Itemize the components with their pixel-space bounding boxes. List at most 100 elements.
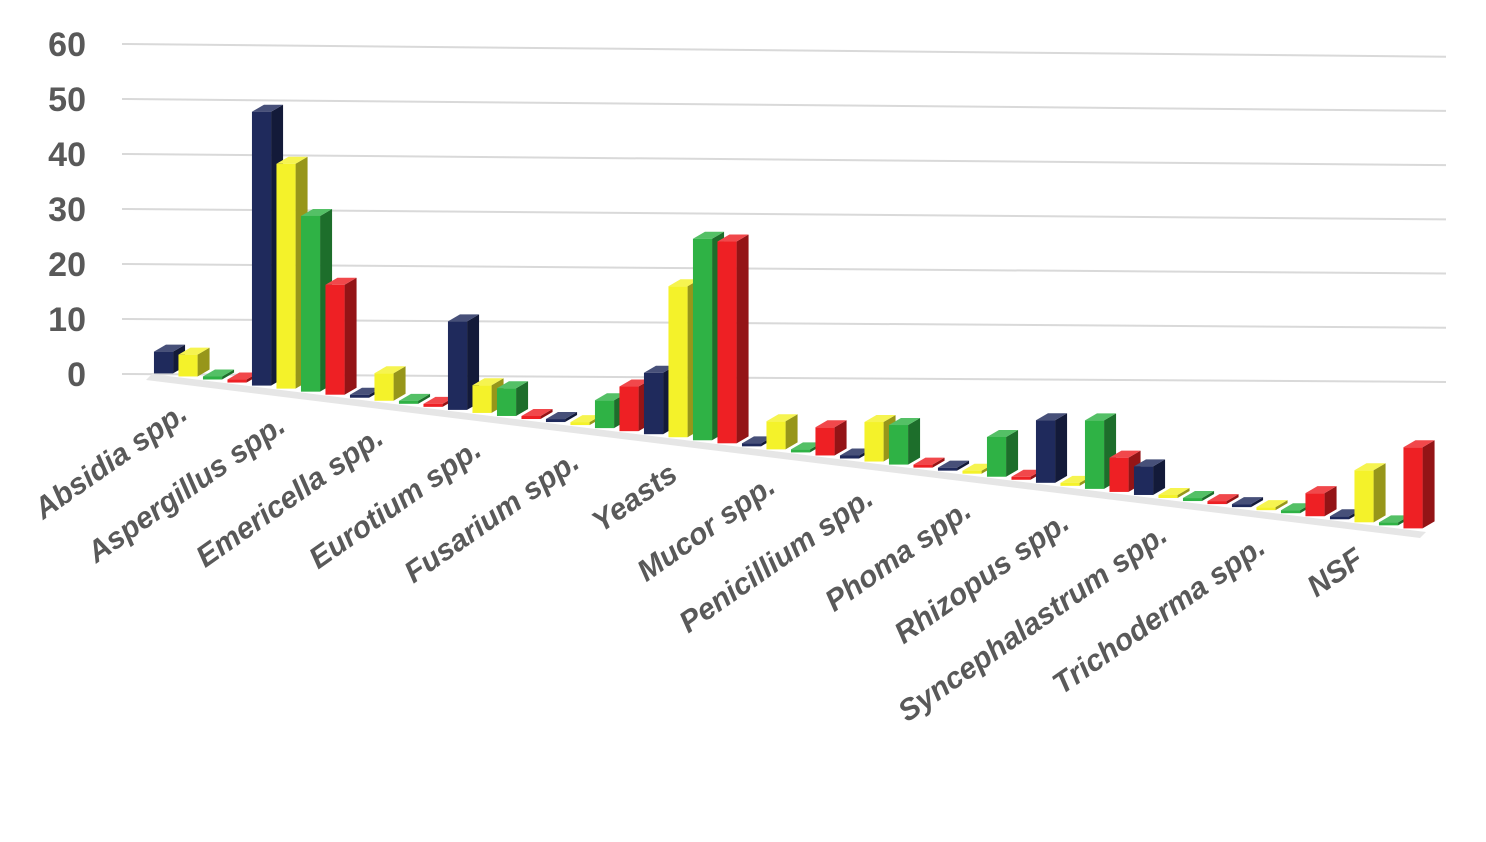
bar-front [986,436,1007,477]
y-tick-label: 30 [48,191,86,229]
bar-side [1202,491,1215,502]
bar-front [864,422,884,462]
bar [937,460,970,471]
bar-top [766,414,798,422]
y-tick-label: 50 [48,81,86,119]
bar-front [349,394,370,398]
bar-top [619,379,651,387]
bar-top [1231,497,1264,505]
bar-top [276,156,308,164]
bar [1403,440,1435,529]
bar-front [545,419,566,423]
bar [202,369,235,380]
bar-front [594,400,615,429]
bar-front [153,351,174,374]
bar-front [325,284,345,395]
y-tick-label: 40 [48,136,86,174]
bar-top [790,442,823,450]
bar [1133,459,1166,495]
bar-side [1373,463,1386,523]
bar-front [178,354,198,377]
bar-front [888,425,909,465]
gridline [121,98,1447,112]
bar-top [962,463,994,471]
bar-front [1378,522,1399,526]
bar-top [1280,503,1313,511]
gridline [121,153,1447,167]
bar-front [1011,476,1031,480]
bar [913,457,945,468]
bar-side [1422,440,1435,529]
bar-front [447,321,468,410]
bar-side [908,418,921,465]
bar [1256,500,1288,511]
gridline [121,208,1447,221]
bar-top [251,104,284,112]
bar-top [570,415,602,423]
bar-top [1403,440,1435,448]
bar-front [1182,498,1203,502]
x-category-label: Penicillium spp. [673,481,879,639]
bar-side [222,369,235,380]
bar-front [423,403,443,407]
bar-front [619,386,639,432]
bar-top [521,409,553,417]
bar [153,344,186,374]
bar-front [496,388,517,416]
y-tick-label: 20 [48,246,86,284]
bar-side [932,457,945,468]
bar-top [423,396,455,404]
bar-top [545,412,578,420]
y-tick-label: 60 [48,26,86,64]
bar [815,420,847,456]
bar [717,234,749,444]
x-category-label: Emericella spp. [190,421,389,574]
bar-top [668,279,700,287]
bar-top [815,420,847,428]
bar-front [1329,516,1350,520]
bar-top [472,378,504,386]
bar-side [1006,429,1019,477]
bar [398,393,431,404]
bar-side [418,393,431,404]
bar-front [1084,420,1105,489]
bar [1231,497,1264,508]
bar [521,409,553,420]
bar-front [962,470,982,474]
bar [986,429,1019,477]
bar-front [251,111,272,386]
bar-side [197,347,210,377]
bar-top [1305,486,1337,494]
bar-top [1084,413,1117,421]
y-tick-label: 0 [67,356,86,394]
bar [1035,413,1068,483]
bar-top [1378,515,1411,523]
bar-side [393,366,406,401]
bar-top [178,347,210,355]
bar [766,414,798,450]
bar-top [864,415,896,423]
bar [888,418,921,465]
bar-side [736,234,749,444]
bar-front [692,238,713,441]
bar-top [1354,463,1386,471]
bar-front [227,379,247,383]
bar-front [521,416,541,420]
bar-top [937,460,970,468]
bar-front [398,400,419,404]
bar-front [717,241,737,444]
bar-top [202,369,235,377]
bar-side [540,409,553,420]
bar-top [888,418,921,426]
bar-top [717,234,749,242]
bar-front [937,467,958,471]
bar-top [447,314,480,322]
bar-side [1055,413,1068,483]
bar-side [516,381,529,416]
bar-side [1177,488,1190,499]
bar-front [1060,482,1080,486]
bar-front [1403,447,1423,529]
bar-front [1133,466,1154,495]
bar-top [839,448,872,456]
